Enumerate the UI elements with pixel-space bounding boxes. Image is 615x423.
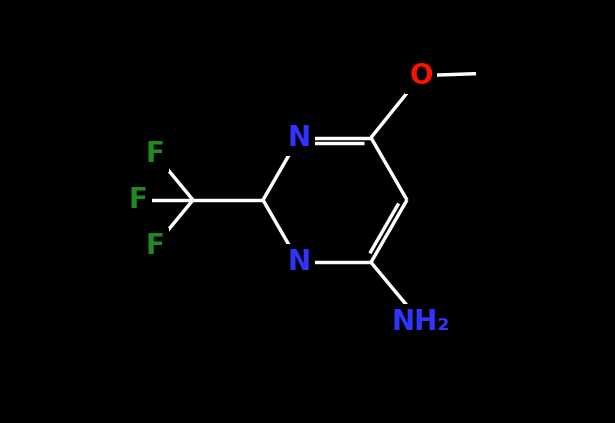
Text: N: N [287,248,311,276]
Text: F: F [146,140,164,168]
Text: NH₂: NH₂ [392,308,450,336]
Text: N: N [287,124,311,152]
Text: F: F [129,186,148,214]
Text: O: O [409,62,433,90]
Text: F: F [146,232,164,260]
